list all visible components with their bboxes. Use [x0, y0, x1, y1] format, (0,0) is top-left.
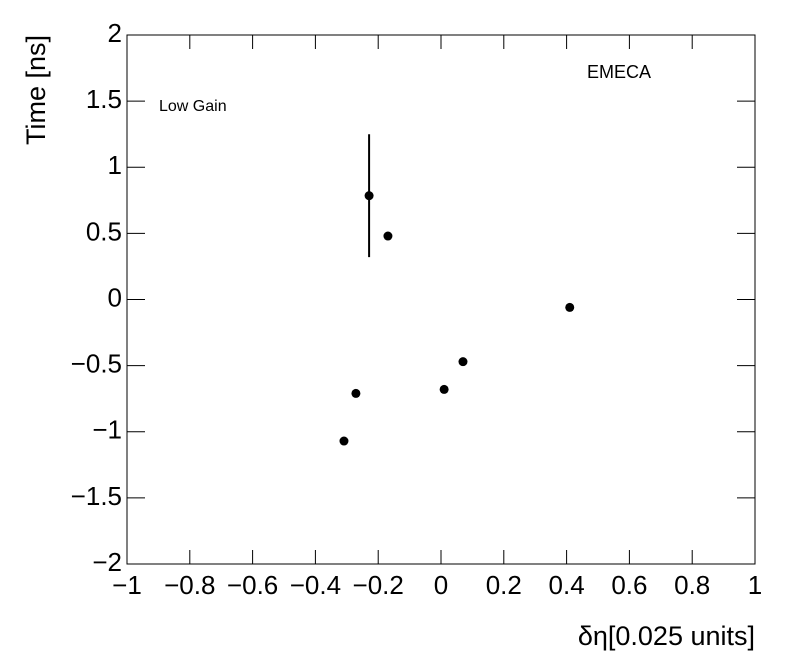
y-tick-label: −2 — [92, 547, 122, 577]
y-axis-label: Time [ns] — [21, 35, 51, 145]
x-tick-label: 0.8 — [674, 570, 710, 600]
point — [439, 384, 449, 394]
x-tick-label: −0.4 — [290, 570, 341, 600]
point — [339, 436, 349, 446]
annotation: EMECA — [587, 62, 651, 82]
y-tick-label: 0 — [108, 282, 122, 312]
x-tick-label: 0.4 — [549, 570, 585, 600]
x-tick-label: 0.2 — [486, 570, 522, 600]
point — [383, 231, 393, 241]
y-tick-label: −0.5 — [71, 349, 122, 379]
point — [565, 302, 575, 312]
point — [351, 388, 361, 398]
x-axis-label: δη[0.025 units] — [578, 621, 755, 651]
y-tick-label: −1.5 — [71, 481, 122, 511]
x-tick-label: −0.8 — [164, 570, 215, 600]
y-tick-label: −1 — [92, 415, 122, 445]
x-tick-label: −0.2 — [353, 570, 404, 600]
annotation: Low Gain — [159, 98, 227, 115]
x-tick-label: −0.6 — [227, 570, 278, 600]
y-tick-label: 0.5 — [86, 216, 122, 246]
x-tick-label: 0.6 — [611, 570, 647, 600]
x-tick-label: 1 — [748, 570, 762, 600]
point — [364, 191, 374, 201]
x-tick-label: −1 — [112, 570, 142, 600]
y-tick-label: 2 — [108, 18, 122, 48]
y-tick-label: 1.5 — [86, 84, 122, 114]
x-tick-label: 0 — [434, 570, 448, 600]
point — [458, 357, 468, 367]
y-tick-label: 1 — [108, 150, 122, 180]
